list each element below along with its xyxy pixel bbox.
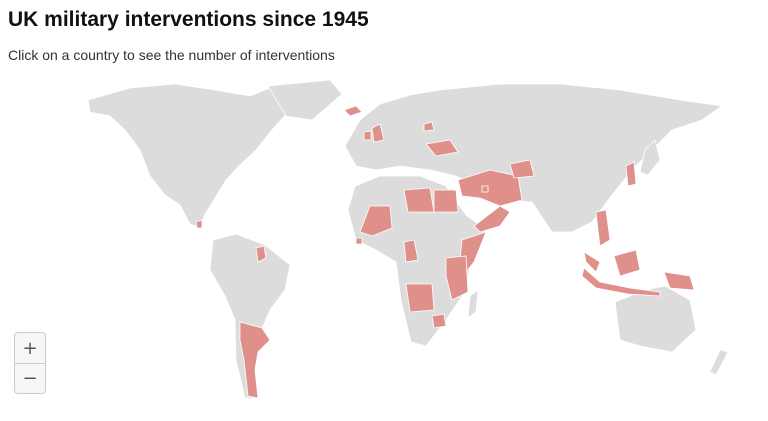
ukraine[interactable] [425,139,459,157]
cameroon[interactable] [403,239,419,263]
intervention-countries [195,105,695,399]
ireland[interactable] [363,130,372,141]
madagascar[interactable] [467,289,479,319]
latvia[interactable] [423,121,435,132]
zoom-control: + − [14,332,46,394]
papua[interactable] [663,271,695,291]
zoom-out[interactable]: − [15,363,45,393]
mali[interactable] [359,205,393,237]
borneo[interactable] [613,249,641,277]
malaysia[interactable] [583,251,601,273]
iraq-iran[interactable] [457,169,523,207]
australia[interactable] [614,285,697,353]
greenland[interactable] [267,79,343,121]
zimbabwe[interactable] [431,313,447,329]
libya[interactable] [403,187,435,213]
kenya-tanzania[interactable] [445,255,469,301]
uk[interactable] [371,123,385,143]
korea[interactable] [625,161,637,187]
angola[interactable] [405,283,435,313]
zoom-in[interactable]: + [15,333,45,363]
new-zealand[interactable] [709,349,729,376]
indonesia[interactable] [581,267,661,297]
sierra-leone[interactable] [355,237,363,245]
yemen-oman[interactable] [473,205,511,233]
japan[interactable] [639,139,661,176]
subtitle: Click on a country to see the number of … [8,47,335,63]
argentina[interactable] [239,321,271,399]
title: UK military interventions since 1945 [8,8,369,31]
afghanistan[interactable] [509,159,535,179]
guyana[interactable] [255,245,267,263]
north-america[interactable] [87,83,301,229]
land [87,79,729,399]
kuwait[interactable] [481,185,489,193]
vietnam[interactable] [595,209,611,247]
belize[interactable] [195,219,203,229]
egypt[interactable] [433,189,459,213]
iceland[interactable] [343,105,363,117]
